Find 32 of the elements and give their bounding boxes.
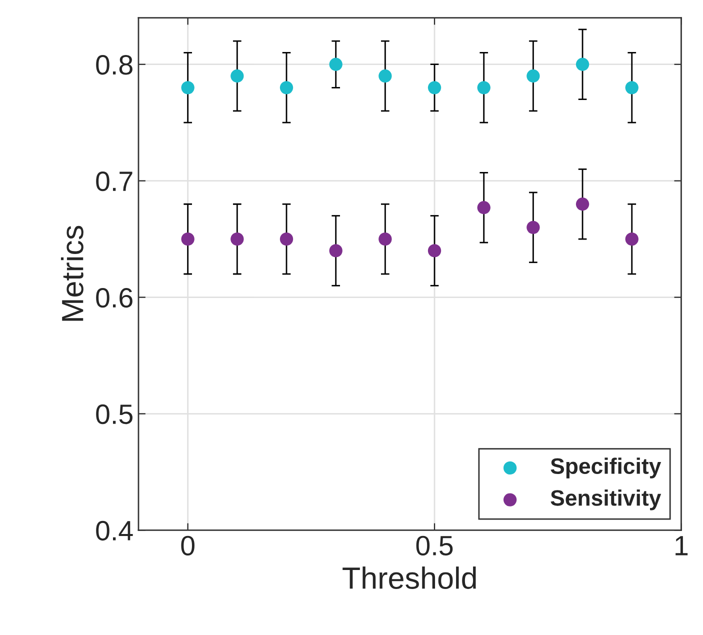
y-tick-label: 0.4: [96, 520, 133, 541]
point: [329, 58, 342, 71]
x-tick-label: 1: [676, 536, 688, 556]
y-tick-label: 0.8: [96, 55, 132, 75]
point: [378, 69, 392, 83]
point: [576, 198, 590, 211]
y-tick-label: 0.7: [96, 172, 132, 192]
legend-label: Specificity: [550, 458, 662, 478]
point: [625, 81, 638, 94]
x-tick-label: 0: [181, 536, 194, 556]
point: [428, 81, 442, 94]
point: [477, 201, 490, 214]
point: [280, 81, 294, 94]
point: [230, 69, 244, 83]
point: [625, 232, 638, 246]
legend-label: Sensitivity: [550, 490, 662, 510]
y-axis-title: Metrics: [60, 226, 84, 321]
x-axis-title: Threshold: [342, 566, 476, 589]
point: [526, 69, 540, 83]
y-tick-label: 0.5: [96, 404, 132, 424]
x-tick-label: 0.5: [416, 536, 453, 556]
point: [378, 232, 392, 246]
point: [329, 244, 342, 258]
point: [230, 232, 244, 246]
point: [576, 58, 590, 71]
point: [181, 232, 194, 246]
point: [280, 232, 294, 246]
point: [526, 220, 540, 234]
y-tick-label: 0.6: [96, 288, 132, 308]
point: [477, 81, 490, 94]
point: [181, 81, 194, 94]
point: [428, 244, 442, 258]
